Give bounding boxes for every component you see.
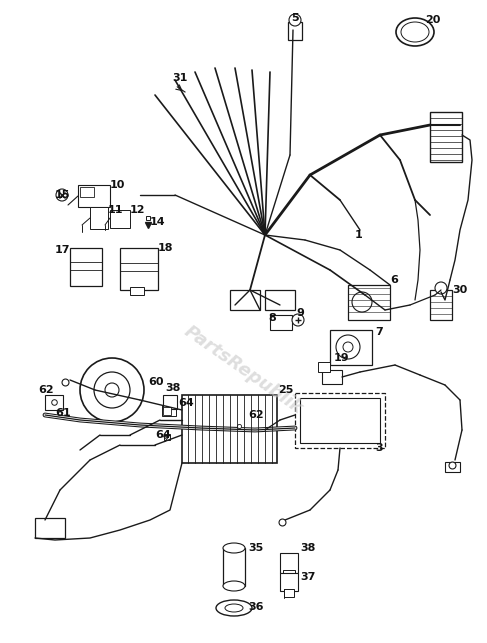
Bar [230,290,260,310]
Bar [163,395,177,409]
Circle shape [94,372,130,408]
Bar [270,315,292,330]
Text: 30: 30 [452,285,467,295]
Bar [130,287,144,295]
Circle shape [435,282,447,294]
Text: 38: 38 [165,383,180,393]
Ellipse shape [223,543,245,553]
Bar [223,548,245,586]
Text: 10: 10 [110,180,125,190]
Text: 64: 64 [155,430,171,440]
Text: 5: 5 [291,13,299,23]
Bar [265,290,295,310]
Bar [295,393,385,448]
Ellipse shape [225,604,243,612]
Text: 62: 62 [38,385,54,395]
Bar [80,187,94,197]
Bar [300,398,380,443]
Bar [232,420,246,432]
Bar [283,570,295,578]
Text: PartsRepublik: PartsRepublik [180,322,306,418]
Circle shape [289,14,301,26]
Ellipse shape [396,18,434,46]
Bar [430,290,452,320]
Bar [163,407,171,415]
Text: 62: 62 [248,410,263,420]
Bar [70,248,102,286]
Bar [182,395,277,463]
Circle shape [292,314,304,326]
Ellipse shape [401,22,429,42]
Ellipse shape [216,600,252,616]
Text: 12: 12 [130,205,146,215]
Text: 25: 25 [278,385,293,395]
Bar [445,462,460,472]
Bar [45,395,63,410]
Text: 61: 61 [55,408,71,418]
Text: 3: 3 [375,443,383,453]
Bar [280,573,298,591]
Text: 17: 17 [55,245,71,255]
Text: 37: 37 [300,572,316,582]
Text: 18: 18 [158,243,173,253]
Bar [120,248,158,290]
Text: 36: 36 [248,602,263,612]
Circle shape [336,335,360,359]
Bar [318,362,330,372]
Bar [430,112,462,162]
Text: 15: 15 [55,190,71,200]
Text: 19: 19 [334,353,350,363]
Text: 1: 1 [355,230,363,240]
Text: 60: 60 [148,377,164,387]
Bar [35,518,65,538]
Text: 35: 35 [248,543,263,553]
Bar [78,185,110,207]
Bar [288,22,302,40]
Ellipse shape [223,581,245,591]
Bar [110,210,130,228]
Circle shape [80,358,144,422]
Circle shape [352,292,372,312]
Bar [280,553,298,573]
Circle shape [343,342,353,352]
Text: 6: 6 [390,275,398,285]
Text: 38: 38 [300,543,316,553]
Bar [348,285,390,320]
Text: 11: 11 [108,205,124,215]
Text: 64: 64 [178,398,194,408]
Text: 14: 14 [150,217,166,227]
Circle shape [105,383,119,397]
Text: 31: 31 [172,73,187,83]
Text: 9: 9 [296,308,304,318]
Bar [330,330,372,365]
Bar [284,589,294,597]
Bar [162,405,176,416]
Text: 7: 7 [375,327,383,337]
Circle shape [56,189,68,201]
Bar [90,207,108,229]
Bar [322,370,342,384]
Text: 8: 8 [268,313,276,323]
Text: 20: 20 [425,15,440,25]
